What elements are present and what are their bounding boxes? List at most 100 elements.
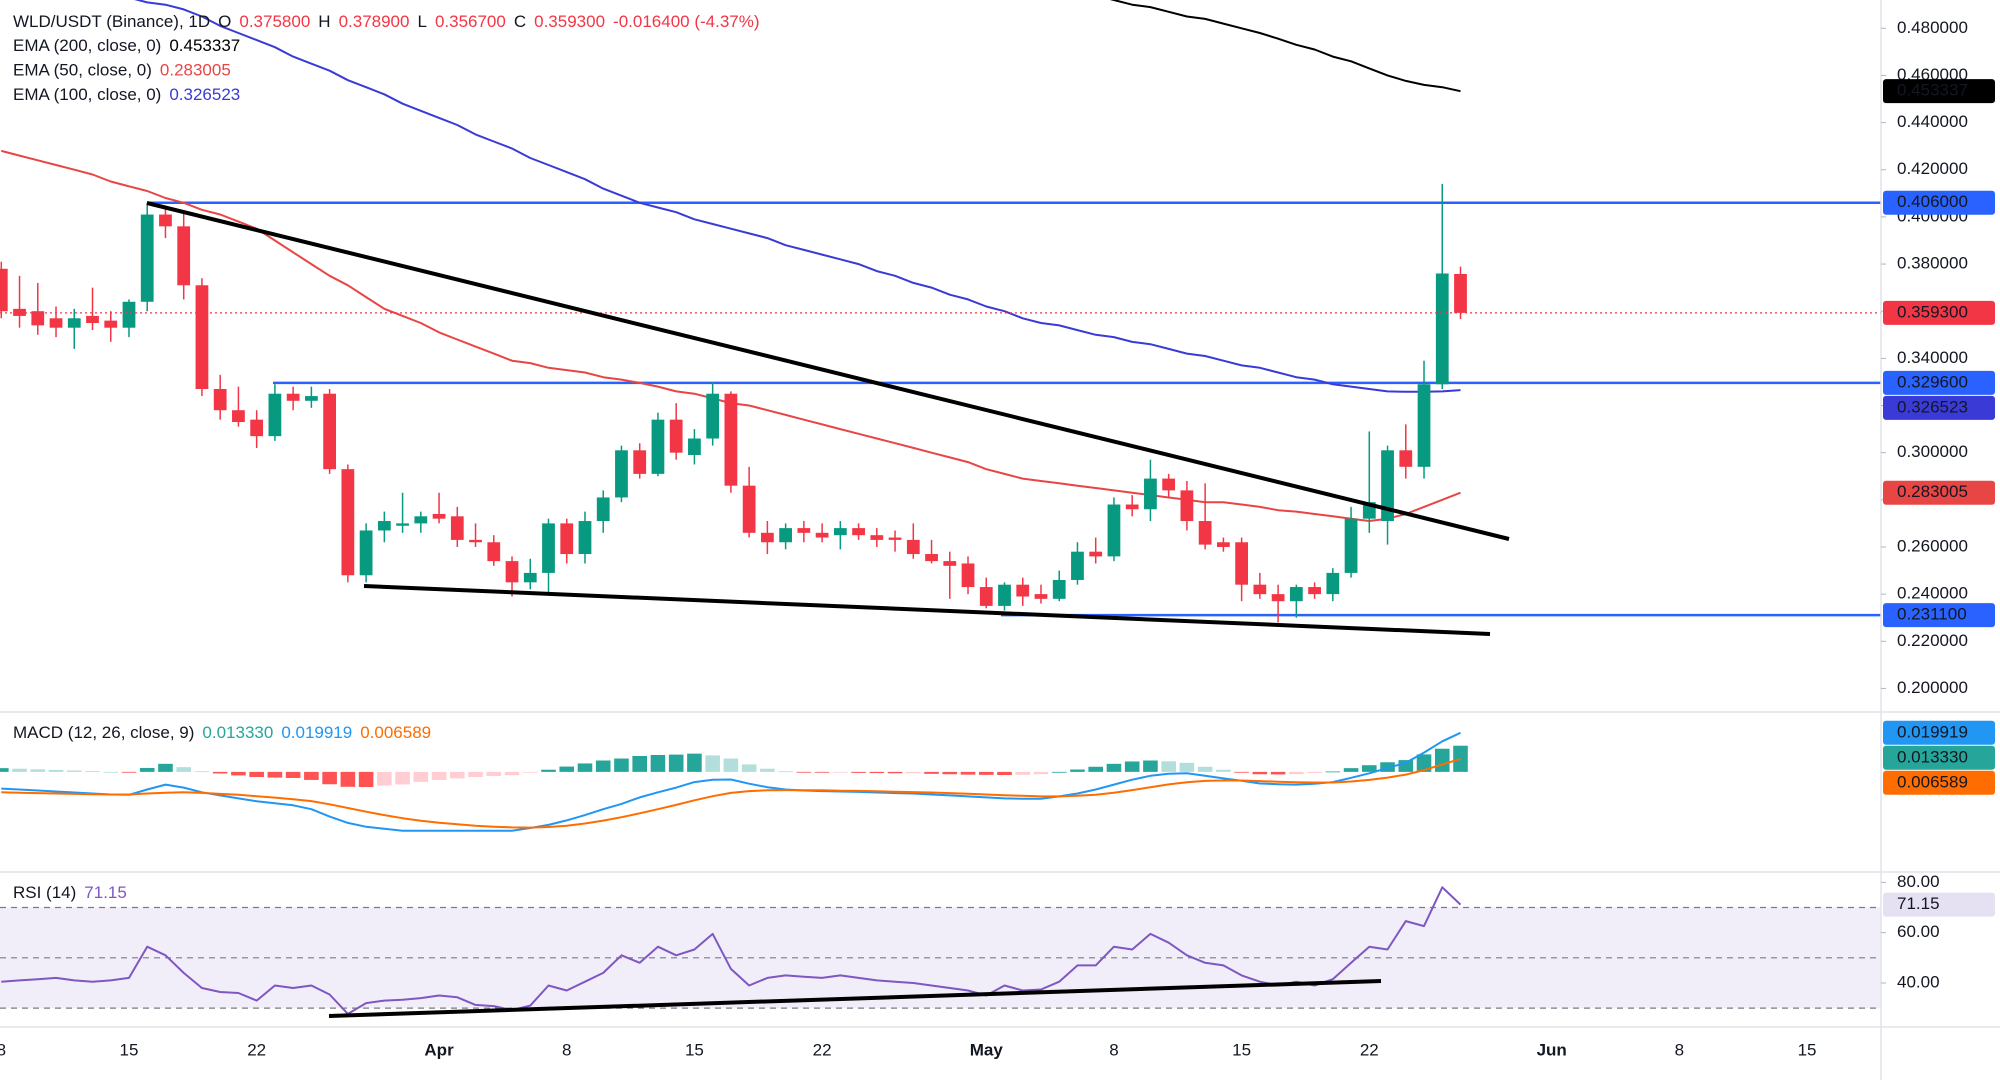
candle-body xyxy=(414,516,428,524)
candle-body xyxy=(1454,273,1467,313)
y-tick-label: 0.380000 xyxy=(1897,254,1968,273)
candle-body xyxy=(396,523,409,526)
axis-badge-label: 0.231100 xyxy=(1897,605,1967,624)
legends: WLD/USDT (Binance), 1D O 0.375800 H 0.378900… xyxy=(13,12,760,902)
trend-line xyxy=(146,201,1510,541)
symbol: WLD/USDT (Binance), 1D xyxy=(13,12,210,31)
macd-histogram-bar xyxy=(760,768,775,772)
candle-body xyxy=(140,214,154,302)
macd-histogram-bar xyxy=(1179,762,1195,772)
macd-histogram-bar xyxy=(1307,771,1322,774)
macd-histogram-bar xyxy=(1343,768,1359,772)
candle-body xyxy=(1144,478,1157,510)
axis-badge xyxy=(1883,370,1995,395)
candle-body xyxy=(1289,587,1303,602)
candle-body xyxy=(1162,478,1176,491)
indicator-value: 0.326523 xyxy=(169,85,240,104)
candle-body xyxy=(1253,584,1267,595)
axis-badge xyxy=(1883,745,1995,770)
macd-histogram-bar xyxy=(632,755,647,772)
rsi-line xyxy=(1,886,1462,1015)
x-tick-label: 15 xyxy=(120,1040,139,1059)
macd-histogram-bar xyxy=(285,771,301,778)
candle-body xyxy=(49,318,63,328)
candle-body xyxy=(706,393,720,439)
macd-line xyxy=(1,731,1461,832)
axis-badge-label: 71.15 xyxy=(1897,894,1940,913)
macd-histogram-bar xyxy=(522,771,538,773)
macd-histogram-bar xyxy=(851,771,866,773)
x-tick-label: Jun xyxy=(1537,1040,1567,1059)
macd-histogram-bar xyxy=(997,771,1012,776)
axis-badge-label: 0.406000 xyxy=(1897,192,1968,211)
x-tick-label: 8 xyxy=(1109,1040,1118,1059)
macd-histogram-bar xyxy=(978,771,994,775)
macd-histogram-bar xyxy=(1124,761,1140,772)
x-tick-label: 22 xyxy=(247,1040,266,1059)
x-tick-label: 15 xyxy=(1798,1040,1817,1059)
macd-histogram-bar xyxy=(723,758,739,772)
candle-body xyxy=(86,315,99,323)
candle-body xyxy=(450,516,464,540)
indicator-value: 71.15 xyxy=(84,883,127,902)
axis-badge-label: 0.359300 xyxy=(1897,302,1968,321)
candle-body xyxy=(961,563,975,588)
x-tick-label: 22 xyxy=(813,1040,832,1059)
macd-histogram-bar xyxy=(741,764,757,772)
ohlc-value: 0.375800 xyxy=(239,12,310,31)
macd-histogram-bar xyxy=(687,753,702,772)
candle-body xyxy=(232,410,245,423)
candle-body xyxy=(1326,572,1340,595)
candle-body xyxy=(0,268,8,312)
indicator-name: MACD (12, 26, close, 9) xyxy=(13,723,194,742)
macd-histogram-bar xyxy=(304,771,319,780)
price-pane xyxy=(0,0,1881,623)
macd-histogram-bar xyxy=(1362,765,1377,772)
candle-body xyxy=(523,572,537,583)
macd-histogram-bar xyxy=(796,771,812,773)
macd-histogram-bar xyxy=(267,771,283,778)
candle-body xyxy=(633,450,647,474)
indicator-name: EMA (200, close, 0) xyxy=(13,36,161,55)
candle-body xyxy=(1125,504,1139,510)
macd-histogram-bar xyxy=(1070,769,1085,772)
candle-body xyxy=(1198,521,1212,545)
candle-body xyxy=(341,469,355,576)
axis-badge-label: 0.006589 xyxy=(1897,772,1968,791)
candle-body xyxy=(268,393,282,437)
candle-body xyxy=(1180,490,1194,522)
candle-body xyxy=(1344,518,1358,573)
trend-line xyxy=(363,584,1491,636)
macd-histogram-bar xyxy=(103,771,119,773)
ema-line xyxy=(1109,0,1461,93)
indicator-name: EMA (50, close, 0) xyxy=(13,61,152,80)
axis-badge xyxy=(1883,770,1995,795)
macd-histogram-bar xyxy=(1398,760,1414,772)
candle-body xyxy=(888,537,902,540)
axis-badge xyxy=(1883,300,1995,325)
macd-histogram-bar xyxy=(942,771,958,775)
candle-body xyxy=(13,308,26,316)
macd-histogram-bar xyxy=(176,767,191,772)
macd-histogram-bar xyxy=(468,771,483,777)
macd-histogram-bar xyxy=(924,771,939,774)
change: -0.016400 (-4.37%) xyxy=(613,12,759,31)
x-tick-label: May xyxy=(970,1040,1004,1059)
candle-body xyxy=(304,396,318,401)
candle-body xyxy=(1308,587,1321,595)
candle-body xyxy=(797,528,811,533)
macd-histogram-bar xyxy=(1416,754,1432,772)
macd-histogram-bar xyxy=(377,771,392,786)
candle-body xyxy=(1381,450,1394,522)
legend-line: WLD/USDT (Binance), 1D O 0.375800 H 0.378900… xyxy=(13,12,760,31)
macd-histogram-bar xyxy=(1015,771,1031,775)
ohlc-key: C xyxy=(514,12,526,31)
indicator-name: EMA (100, close, 0) xyxy=(13,85,161,104)
indicator-value: 0.013330 xyxy=(202,723,273,742)
candle-body xyxy=(177,226,191,286)
x-tick-label: Apr xyxy=(424,1040,454,1059)
candle-body xyxy=(487,542,501,562)
x-tick-label: 8 xyxy=(1675,1040,1684,1059)
